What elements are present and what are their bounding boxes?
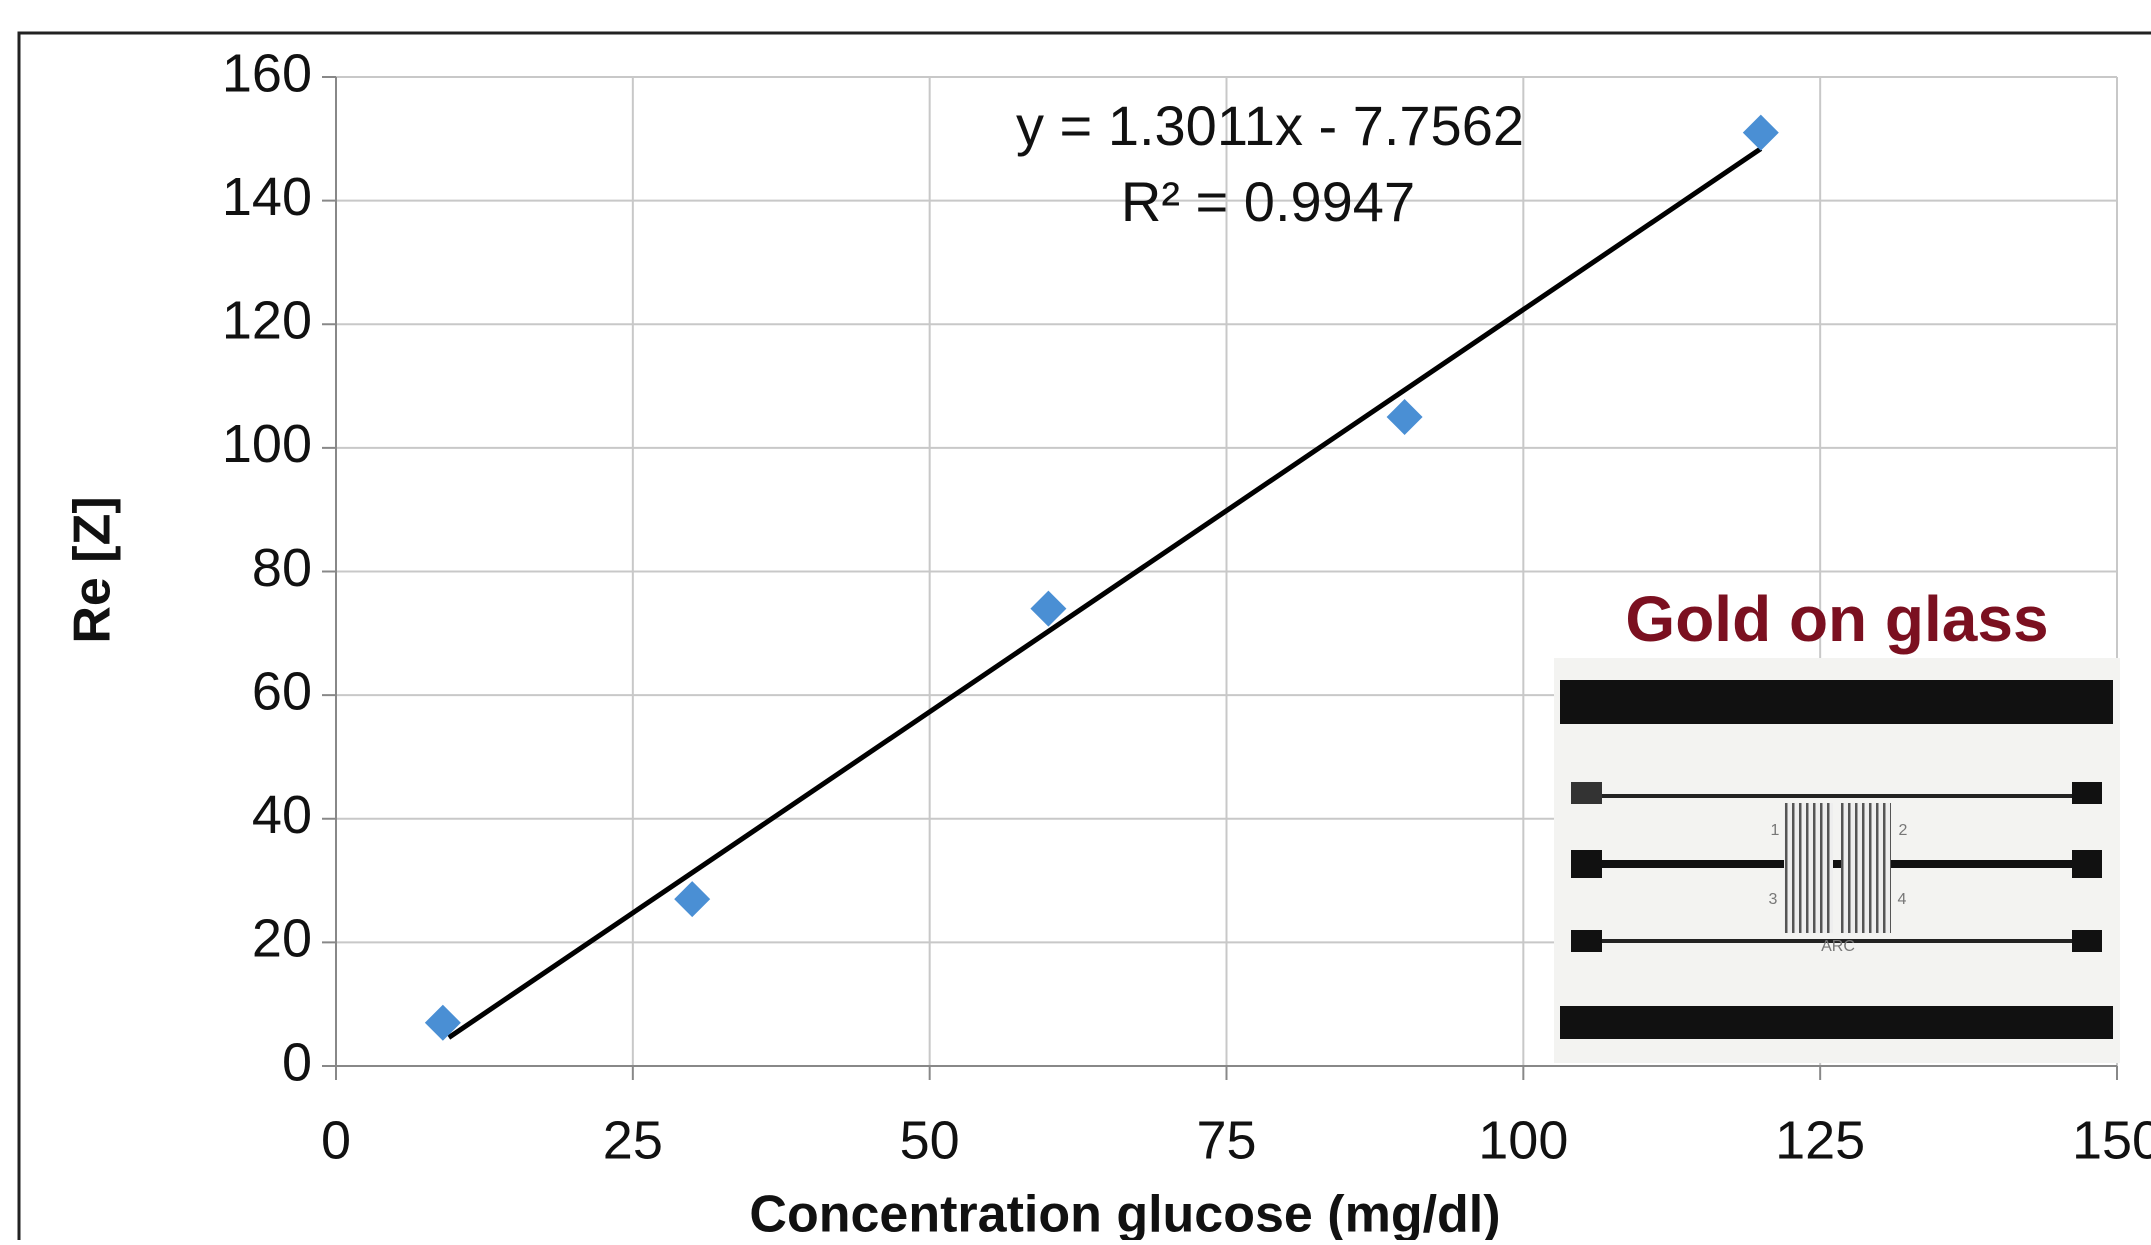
data-point (424, 1004, 461, 1041)
y-axis-title: Re [Z] (64, 496, 122, 643)
inset-title: Gold on glass (1625, 583, 2048, 655)
inset-label: 1 (1771, 822, 1780, 839)
x-axis-title: Concentration glucose (mg/dl) (749, 1186, 1500, 1240)
y-tick-label: 140 (222, 167, 312, 227)
y-tick-label: 0 (282, 1032, 312, 1092)
y-tick-label: 160 (222, 43, 312, 103)
y-tick-label: 80 (252, 538, 312, 598)
y-tick-label: 40 (252, 785, 312, 845)
data-point (674, 881, 711, 918)
y-tick-label: 120 (222, 291, 312, 351)
x-tick-label: 50 (900, 1110, 960, 1170)
inset-label: 2 (1899, 822, 1908, 839)
chart-frame (17, 31, 2151, 1245)
inset-label: 3 (1769, 891, 1778, 908)
inset-label: ARC (1821, 938, 1855, 955)
x-tick-label: 75 (1196, 1110, 1256, 1170)
data-point (1386, 398, 1423, 435)
x-tick-label: 125 (1775, 1110, 1865, 1170)
x-tick-label: 150 (2072, 1110, 2151, 1170)
y-tick-label: 60 (252, 661, 312, 721)
trendline (447, 146, 1763, 1040)
data-point (1030, 590, 1067, 627)
inset-label: 4 (1898, 891, 1907, 908)
x-tick-label: 0 (321, 1110, 351, 1170)
equation: y = 1.3011x - 7.7562 (1016, 94, 1524, 157)
x-tick-label: 100 (1478, 1110, 1568, 1170)
grid: 0 20 40 60 80 100 120 140 160 0 25 50 75 100 125 150 (222, 43, 2151, 1170)
inset-photo: 1 2 3 4 ARC (1554, 658, 2120, 1063)
y-tick-label: 100 (222, 414, 312, 474)
y-tick-label: 20 (252, 909, 312, 969)
x-tick-label: 25 (603, 1110, 663, 1170)
r-squared: R² = 0.9947 (1121, 170, 1415, 233)
data-point (1742, 114, 1779, 151)
